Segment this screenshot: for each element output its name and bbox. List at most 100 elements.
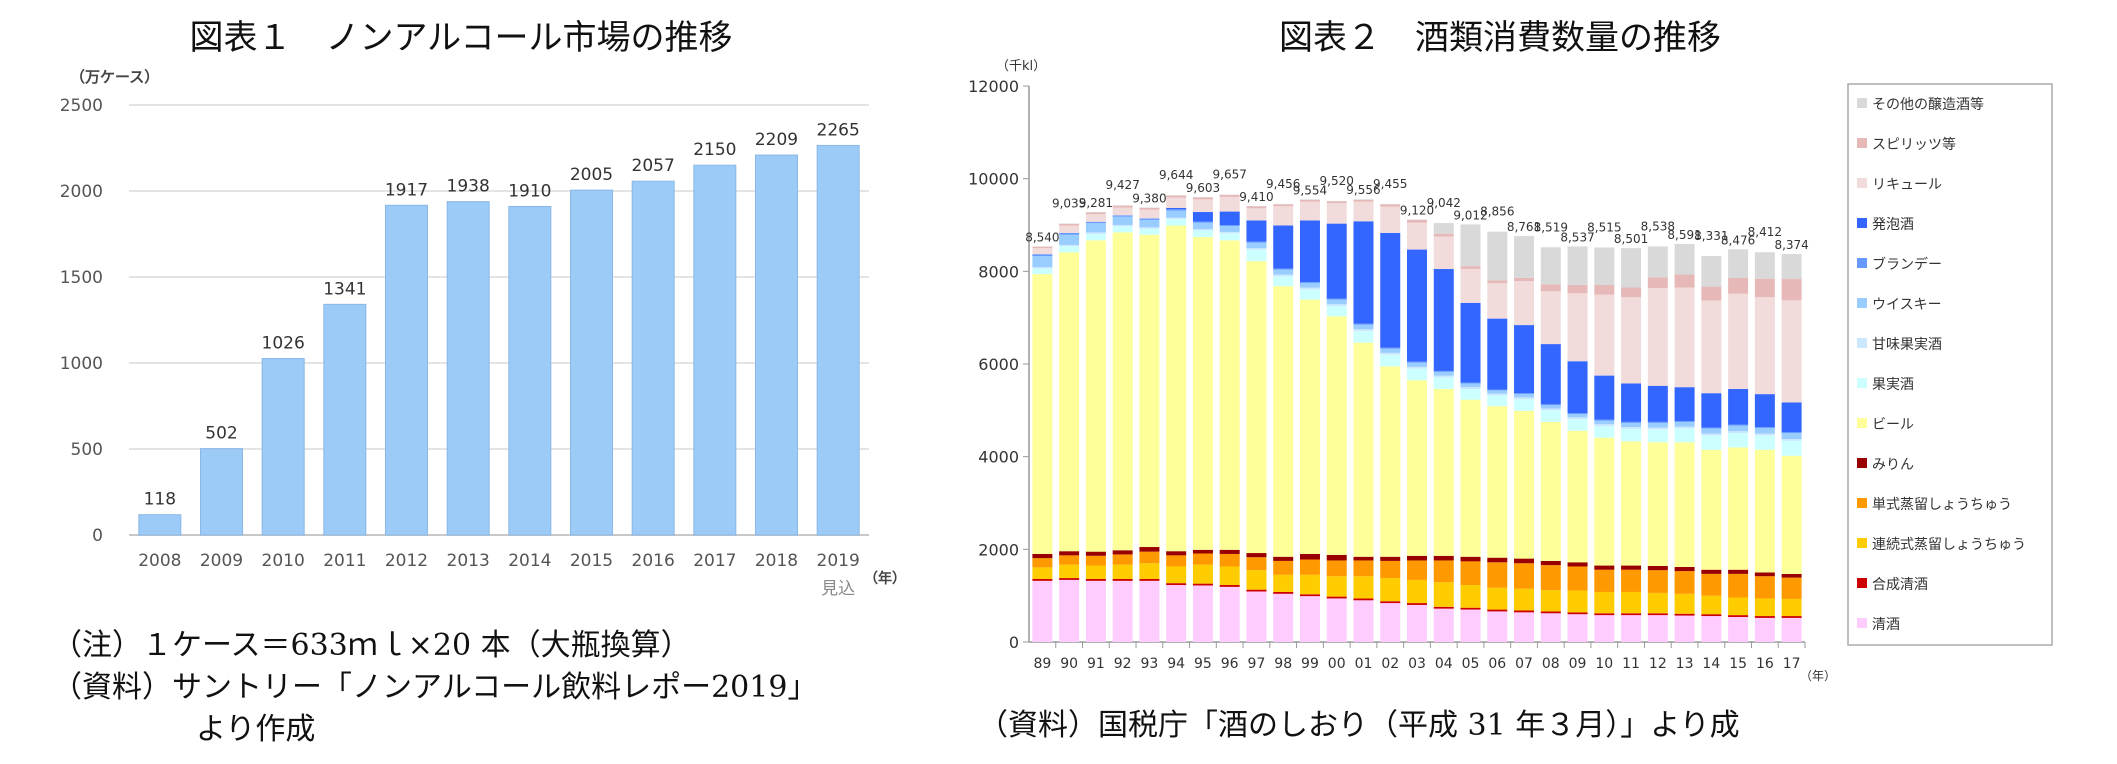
data-label: 1917 [385, 180, 428, 200]
bar [693, 164, 737, 536]
bar-segment [1540, 611, 1561, 614]
bar-segment [1540, 291, 1561, 345]
bar-segment [1674, 613, 1695, 616]
bar-segment [1754, 278, 1775, 298]
x-tick-label: 2015 [570, 551, 613, 571]
bar-segment [1380, 556, 1401, 561]
bar-segment [1219, 211, 1240, 225]
x-tick-label: 94 [1167, 656, 1185, 672]
bar-segment [1112, 232, 1133, 551]
bar [261, 358, 305, 536]
bar-segment [1326, 201, 1347, 204]
x-tick-label: 2017 [693, 551, 736, 571]
x-tick-label: 92 [1114, 656, 1132, 672]
bar-segment [1219, 566, 1240, 586]
bar-segment [1647, 613, 1668, 616]
bar-segment [1407, 380, 1427, 556]
bar-segment [1380, 204, 1401, 207]
bar-segment [1647, 566, 1668, 571]
bar-segment [1246, 553, 1267, 558]
bar-segment [1674, 274, 1695, 288]
bar-segment [1059, 555, 1080, 565]
x-tick-label: 10 [1595, 656, 1613, 672]
legend-swatch [1857, 98, 1867, 108]
bar-segment [1594, 437, 1615, 566]
bar-segment [1246, 241, 1267, 243]
bar-segment [1781, 616, 1802, 618]
bar-segment [1299, 282, 1320, 288]
y-tick-label: 10000 [968, 170, 1019, 189]
bar-segment [1594, 591, 1615, 614]
bar-segment [1273, 556, 1294, 561]
bar-segment [1540, 247, 1561, 285]
bar-segment [1621, 591, 1642, 614]
bar-segment [1139, 209, 1160, 219]
bar-segment [1567, 293, 1588, 362]
bar-segment [1621, 287, 1642, 298]
bar-segment [1139, 551, 1160, 564]
bar-segment [1353, 201, 1374, 222]
x-tick-label: 2008 [138, 551, 181, 571]
bar-segment [1299, 201, 1320, 221]
legend-swatch [1857, 498, 1867, 508]
bar-segment [1273, 276, 1294, 287]
bar-segment [1540, 284, 1561, 292]
bar-segment [1647, 592, 1668, 614]
bar-segment [1781, 598, 1802, 617]
bar-segment [1139, 578, 1160, 581]
total-label: 9,455 [1373, 177, 1407, 191]
bar-segment [1192, 230, 1213, 238]
x-tick-label: 11 [1622, 656, 1640, 672]
bar-segment [1674, 593, 1695, 614]
bar-segment [1540, 410, 1561, 422]
total-label: 9,410 [1239, 190, 1273, 204]
bar-segment [1246, 220, 1267, 242]
bar-segment [1754, 576, 1775, 599]
bar-segment [1326, 598, 1347, 642]
bar-segment [1674, 442, 1695, 567]
total-label: 8,591 [1667, 228, 1701, 242]
bar-segment [1433, 560, 1454, 583]
bar-segment [1032, 274, 1053, 554]
bar-segment [1514, 612, 1535, 642]
bar-segment [1487, 611, 1508, 642]
bar-segment [1701, 616, 1722, 642]
y-axis-unit: （千kl） [996, 59, 1046, 74]
total-label: 8,515 [1587, 220, 1621, 234]
data-label: 1026 [262, 334, 305, 354]
bar-segment [1433, 375, 1454, 378]
bar-segment [1139, 228, 1160, 235]
legend-swatch [1857, 258, 1867, 268]
bar-segment [1514, 393, 1535, 395]
bar-segment [1326, 298, 1347, 300]
legend-label: 発泡酒 [1872, 217, 1914, 233]
bar-segment [1273, 274, 1294, 277]
bar-segment [1085, 580, 1106, 642]
y-tick-label: 2000 [978, 540, 1019, 559]
bar-segment [1701, 393, 1722, 428]
bar [508, 205, 552, 536]
bar-segment [1380, 603, 1401, 642]
bar-segment [1273, 206, 1294, 226]
bar-segment [1781, 300, 1802, 403]
total-label: 9,035 [1052, 196, 1086, 210]
bar-segment [1514, 397, 1535, 400]
bar-segment [1246, 242, 1267, 249]
bar-segment [1433, 269, 1454, 371]
bar-segment [1246, 570, 1267, 590]
bar-segment [1139, 234, 1160, 548]
bar-segment [1139, 563, 1160, 579]
bar-segment [1701, 300, 1722, 394]
bar-segment [1514, 394, 1535, 398]
bar-segment [1380, 352, 1401, 355]
bar-segment [1728, 424, 1749, 426]
legend-label: リキュール [1872, 177, 1942, 193]
bar-segment [1059, 564, 1080, 579]
bar-segment [1701, 569, 1722, 574]
bar-segment [1326, 316, 1347, 555]
bar-segment [1433, 236, 1454, 270]
bar-segment [1647, 422, 1668, 428]
legend-box [1847, 83, 2053, 646]
data-label: 1938 [447, 177, 490, 197]
x-tick-label: 00 [1328, 656, 1346, 672]
